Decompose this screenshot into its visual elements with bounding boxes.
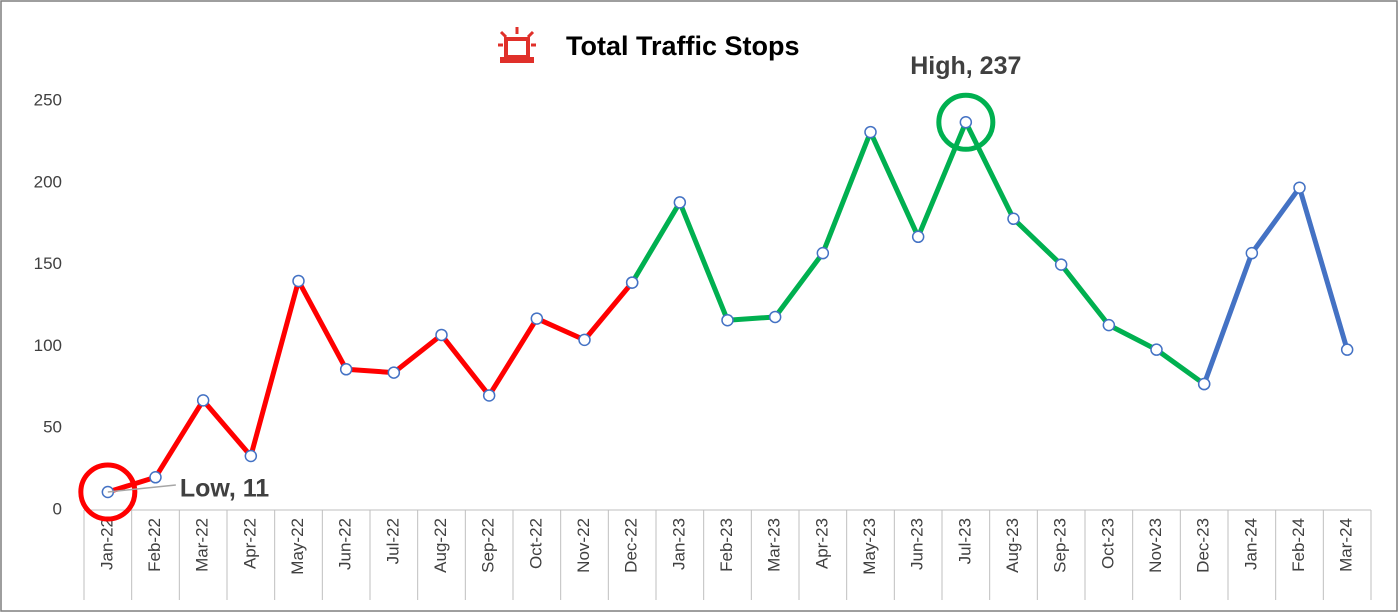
point-marker [625, 276, 639, 289]
point-marker [149, 471, 162, 484]
point-marker [911, 230, 925, 244]
x-tick-label: Sep-22 [479, 518, 498, 573]
x-tick-label: Jul-23 [955, 518, 974, 564]
point-marker [578, 333, 591, 347]
annotation-label: Low, 11 [180, 475, 269, 503]
point-marker [1007, 212, 1020, 226]
chart-title: Total Traffic Stops [566, 31, 800, 61]
annotation-label: High, 237 [910, 52, 1021, 80]
annotation-leader [107, 484, 176, 493]
point-marker [1245, 246, 1259, 260]
point-marker [864, 125, 877, 139]
x-tick-label: Aug-23 [1003, 518, 1022, 573]
point-marker [1197, 377, 1211, 391]
point-marker [196, 394, 210, 407]
x-tick-label: Jul-22 [383, 518, 402, 564]
x-tick-label: May-23 [860, 518, 879, 575]
point-marker [673, 196, 687, 209]
x-tick-label: Jan-23 [669, 518, 688, 570]
x-tick-label: Mar-24 [1337, 518, 1356, 572]
y-tick-label: 0 [53, 499, 62, 518]
point-marker [721, 313, 734, 327]
annotation-circle [78, 462, 138, 522]
point-marker [1150, 343, 1163, 356]
series-line [107, 278, 635, 495]
x-tick-label: Dec-22 [622, 518, 641, 573]
x-tick-label: Apr-23 [812, 518, 831, 569]
y-tick-label: 200 [34, 172, 62, 191]
point-marker [435, 328, 448, 342]
x-tick-label: Dec-23 [1194, 518, 1213, 573]
x-tick-label: Apr-22 [240, 518, 259, 569]
y-tick-label: 150 [34, 254, 62, 273]
y-tick-label: 100 [34, 336, 62, 355]
x-tick-label: Sep-23 [1051, 518, 1070, 573]
point-marker [768, 310, 782, 324]
point-marker [1054, 258, 1068, 271]
point-marker [959, 116, 973, 129]
x-tick-label: Jun-23 [908, 518, 927, 570]
x-tick-label: Feb-23 [717, 518, 736, 572]
point-marker [1293, 181, 1306, 194]
x-tick-label: Oct-22 [526, 518, 545, 569]
x-tick-label: Mar-22 [193, 518, 212, 572]
y-tick-label: 250 [34, 90, 62, 109]
x-tick-label: Mar-23 [765, 518, 784, 572]
point-marker [339, 363, 353, 376]
x-tick-label: May-22 [288, 518, 307, 575]
point-marker [1102, 318, 1116, 332]
x-tick-label: Oct-23 [1098, 518, 1117, 569]
point-marker [482, 389, 496, 402]
series-line [1201, 185, 1350, 385]
point-marker [244, 449, 258, 463]
x-tick-label: Nov-23 [1146, 518, 1165, 573]
y-tick-label: 50 [43, 418, 62, 437]
point-marker [816, 246, 830, 260]
x-tick-label: Nov-22 [574, 518, 593, 573]
point-marker [292, 274, 305, 288]
annotation-circle [936, 92, 996, 152]
x-tick-label: Jan-22 [97, 518, 116, 570]
x-tick-label: Aug-22 [431, 518, 450, 573]
x-tick-label: Feb-22 [145, 518, 164, 572]
siren-icon [498, 27, 536, 63]
point-marker [530, 312, 544, 325]
point-marker [1340, 343, 1354, 356]
x-tick-label: Feb-24 [1289, 518, 1308, 572]
x-tick-label: Jan-24 [1241, 518, 1260, 570]
x-tick-label: Jun-22 [336, 518, 355, 570]
point-marker [387, 366, 401, 379]
